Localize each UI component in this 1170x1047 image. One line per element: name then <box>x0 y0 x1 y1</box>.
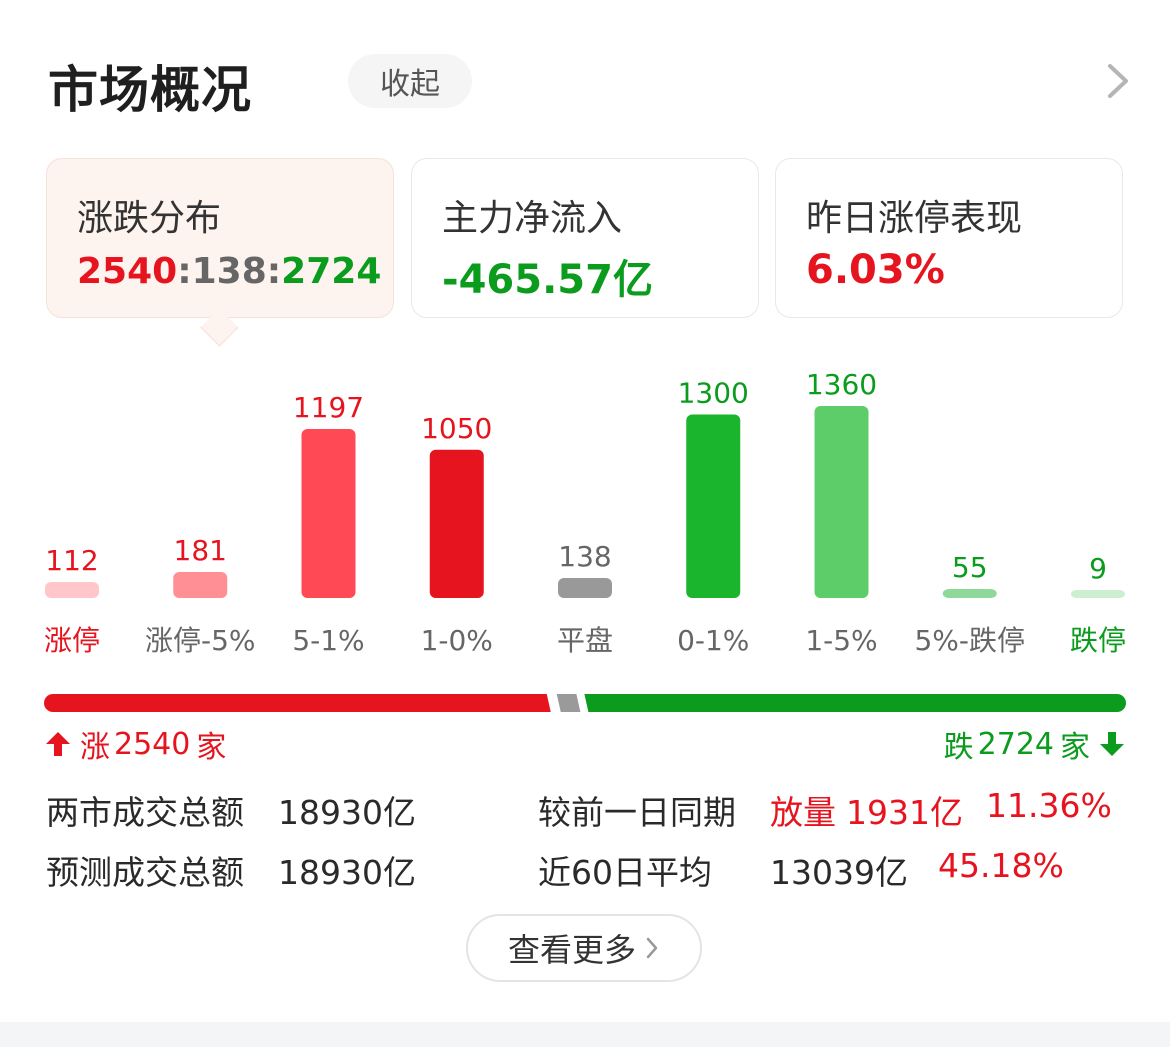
bar-value-label: 138 <box>558 540 611 573</box>
summary-cards: 涨跌分布 2540:138:2724 主力净流入 -465.57亿 昨日涨停表现… <box>46 158 1126 347</box>
down-count: 2724 <box>281 251 382 292</box>
stat-label: 两市成交总额 <box>46 793 244 832</box>
compare-value: 1931亿 <box>846 793 963 832</box>
compare-value: 13039亿 <box>770 853 908 892</box>
bar-value-label: 9 <box>1089 552 1107 585</box>
stat-row-forecast-turnover: 预测成交总额 18930亿 近60日平均 13039亿 45.18% <box>46 840 1136 892</box>
card-net-inflow-value: -465.57亿 <box>442 257 653 303</box>
view-more-button[interactable]: 查看更多 <box>466 914 702 982</box>
bar-涨停 <box>45 582 99 598</box>
bar-5%-跌停 <box>942 589 997 598</box>
up-unit: 家 <box>196 730 227 765</box>
card-limit-up-label: 昨日涨停表现 <box>806 198 1023 239</box>
compare-label: 较前一日同期 <box>538 793 736 832</box>
bar-涨停-5% <box>173 572 228 598</box>
separator: : <box>177 251 192 292</box>
category-label: 5-1% <box>292 624 364 657</box>
category-label: 跌停 <box>1070 624 1126 657</box>
view-more-label: 查看更多 <box>507 931 636 969</box>
up-summary: 涨 2540 家 <box>44 722 226 766</box>
ratio-flat-segment <box>556 694 581 712</box>
up-count: 2540 <box>77 251 178 292</box>
down-unit: 家 <box>1060 730 1090 765</box>
category-label: 1-0% <box>421 624 493 657</box>
chevron-right-icon[interactable] <box>1098 56 1138 106</box>
stat-row-total-turnover: 两市成交总额 18930亿 较前一日同期 放量 1931亿 11.36% <box>46 780 1136 832</box>
up-down-ratio-bar <box>44 694 1126 712</box>
up-down-summary: 涨 2540 家 跌 2724 家 <box>44 722 1126 765</box>
up-total: 2540 <box>114 726 191 762</box>
compare-percent: 11.36% <box>986 786 1112 825</box>
card-net-inflow[interactable]: 主力净流入 -465.57亿 <box>411 158 759 318</box>
turnover-stats: 两市成交总额 18930亿 较前一日同期 放量 1931亿 11.36% 预测成… <box>46 780 1136 900</box>
volume-tag: 放量 <box>770 793 836 832</box>
separator: : <box>266 251 282 292</box>
down-total: 2724 <box>977 726 1054 762</box>
arrow-down-icon <box>1100 732 1124 756</box>
footer-band <box>0 1022 1170 1047</box>
market-overview-header: 市场概况 收起 <box>48 48 1138 119</box>
category-label: 平盘 <box>557 624 613 657</box>
card-distribution-label: 涨跌分布 <box>77 198 222 239</box>
card-limit-up-performance[interactable]: 昨日涨停表现 6.03% <box>775 158 1123 318</box>
stat-value: 18930亿 <box>278 853 416 892</box>
down-label: 跌 <box>943 730 974 765</box>
card-distribution[interactable]: 涨跌分布 2540:138:2724 <box>46 158 394 318</box>
bar-value-label: 1197 <box>293 391 364 424</box>
category-label: 1-5% <box>805 624 877 657</box>
distribution-bar-chart: 112 涨停 181 涨停-5% 1197 5-1% 1050 1-0% 138 平盘 1300 0-… <box>44 368 1126 657</box>
bar-平盘 <box>558 578 612 598</box>
flat-count: 138 <box>191 251 267 292</box>
bar-value-label: 181 <box>174 534 227 567</box>
category-label: 涨停-5% <box>145 624 256 657</box>
category-label: 5%-跌停 <box>914 624 1025 657</box>
bar-1-0% <box>429 449 484 598</box>
up-label: 涨 <box>80 730 110 765</box>
stat-label: 预测成交总额 <box>46 853 244 892</box>
bar-跌停 <box>1071 590 1125 598</box>
bar-value-label: 112 <box>45 544 98 577</box>
bar-value-label: 1360 <box>806 368 877 401</box>
card-limit-up-value: 6.03% <box>806 247 945 293</box>
card-net-inflow-label: 主力净流入 <box>442 198 623 239</box>
bar-1-5% <box>814 406 869 598</box>
bar-value-label: 1050 <box>421 412 492 445</box>
bar-value-label: 1300 <box>678 376 749 409</box>
chevron-right-icon <box>646 937 658 959</box>
compare-percent: 45.18% <box>938 846 1064 885</box>
compare-label: 近60日平均 <box>538 853 712 892</box>
category-label: 0-1% <box>677 624 749 657</box>
bar-value-label: 55 <box>952 551 988 584</box>
down-summary: 跌 2724 家 <box>944 722 1126 766</box>
arrow-up-icon <box>46 732 70 756</box>
page-title: 市场概况 <box>48 61 252 119</box>
collapse-button[interactable]: 收起 <box>348 54 472 108</box>
bar-5-1% <box>301 429 356 598</box>
ratio-up-segment <box>44 694 551 712</box>
card-distribution-value: 2540:138:2724 <box>77 251 381 292</box>
bar-0-1% <box>686 414 741 598</box>
ratio-down-segment <box>584 694 1126 712</box>
category-label: 涨停 <box>44 624 100 657</box>
stat-value: 18930亿 <box>278 793 416 832</box>
